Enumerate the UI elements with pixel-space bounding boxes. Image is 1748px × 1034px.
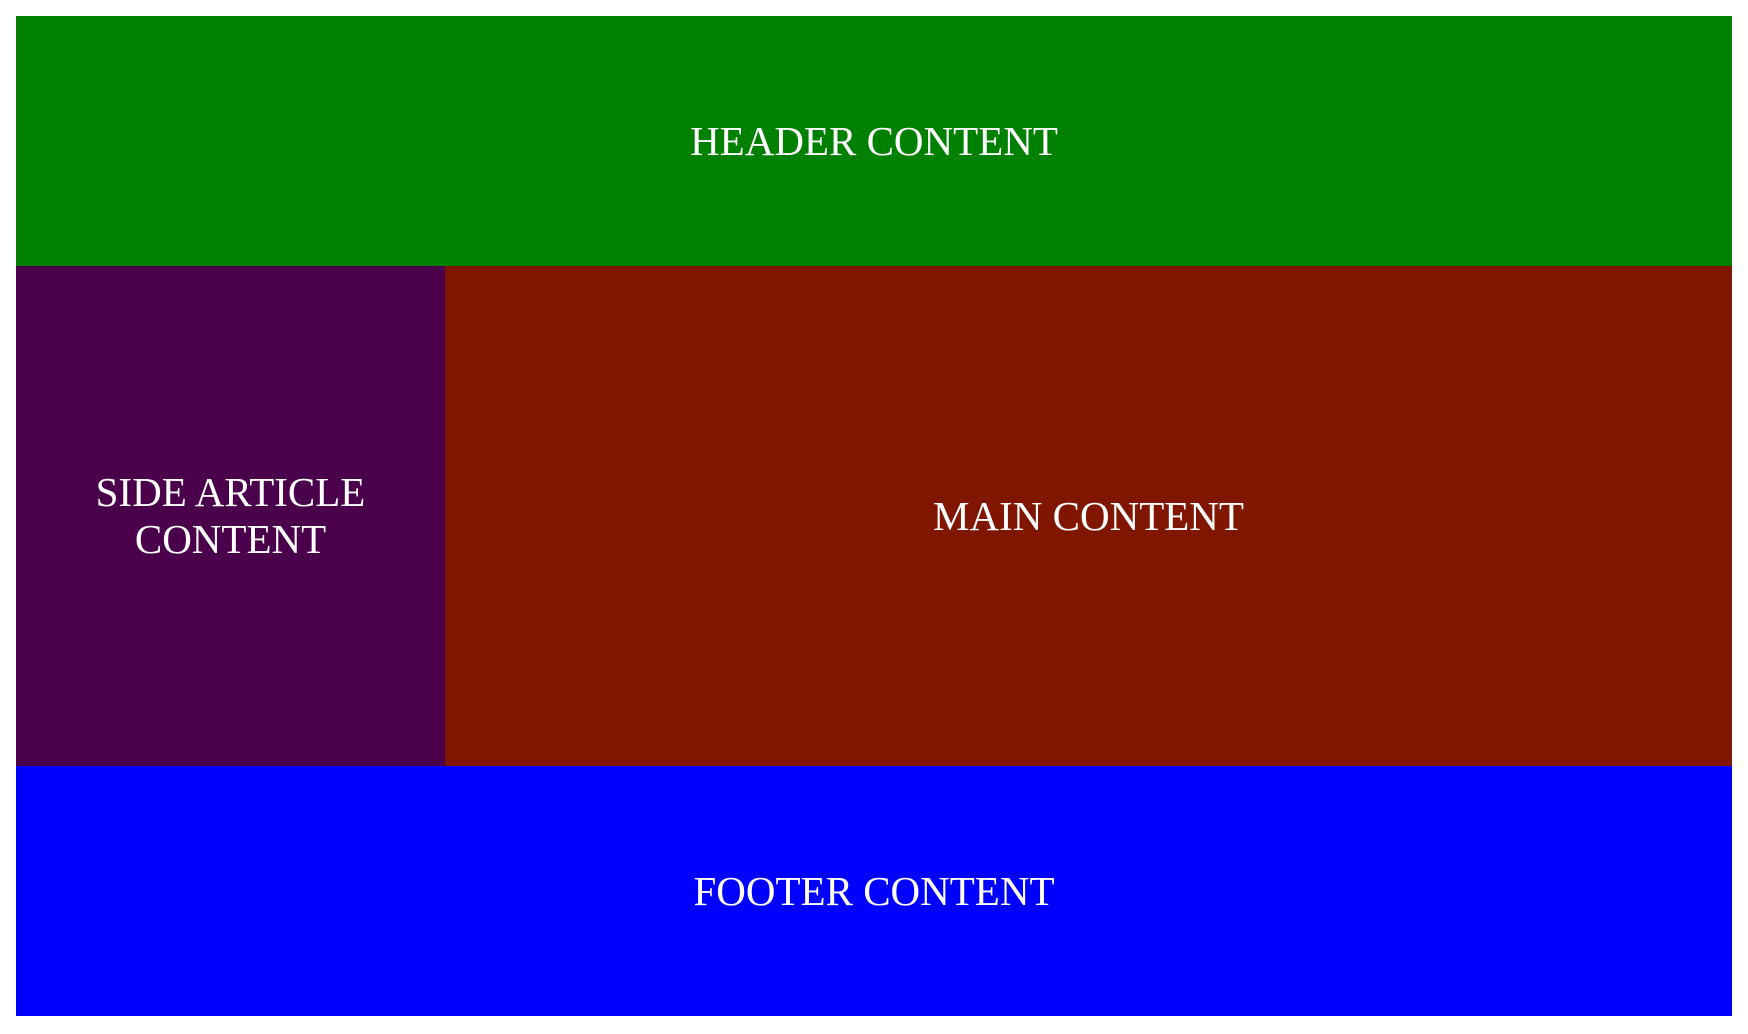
footer-region: FOOTER CONTENT [16, 766, 1732, 1016]
main-text: MAIN CONTENT [933, 492, 1244, 539]
header-region: HEADER CONTENT [16, 16, 1732, 266]
side-article-region: SIDE ARTICLE CONTENT [16, 266, 445, 766]
side-article-text: SIDE ARTICLE CONTENT [95, 469, 366, 562]
main-region: MAIN CONTENT [445, 266, 1732, 766]
header-text: HEADER CONTENT [690, 117, 1058, 164]
page-layout: HEADER CONTENT SIDE ARTICLE CONTENT MAIN… [16, 16, 1732, 1016]
footer-text: FOOTER CONTENT [693, 867, 1055, 914]
